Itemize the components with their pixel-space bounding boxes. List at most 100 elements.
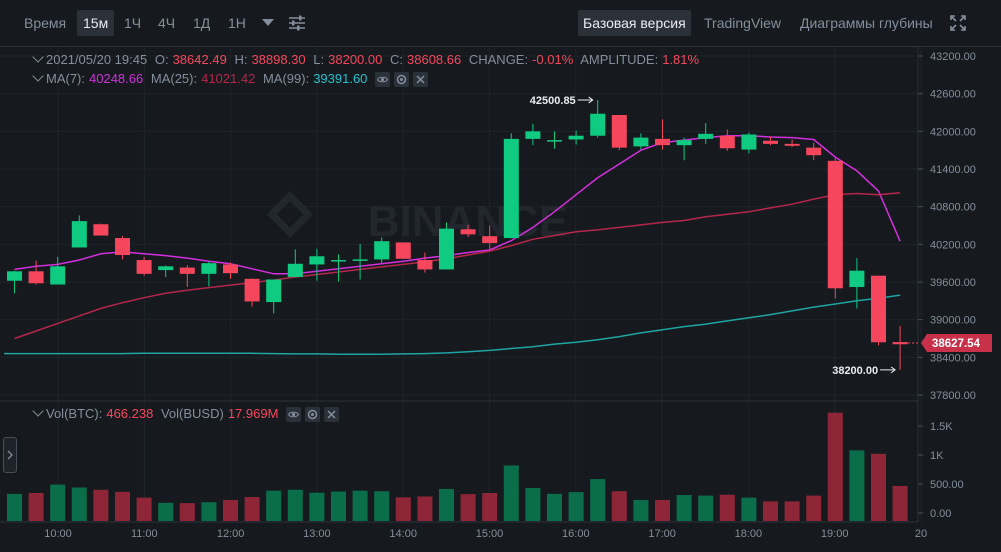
interval-15m[interactable]: 15м xyxy=(77,10,115,36)
candle-body xyxy=(287,263,303,277)
indicator-settings-icon[interactable] xyxy=(288,15,306,31)
ma-eye-icon[interactable] xyxy=(375,72,391,88)
volume-bar xyxy=(417,496,433,521)
ma99-label: MA(99): xyxy=(262,71,310,86)
change-value: -0.01% xyxy=(532,52,574,67)
collapse-vol-chevron-icon[interactable] xyxy=(32,405,44,417)
collapse-ma-chevron-icon[interactable] xyxy=(32,70,44,82)
volume-bar xyxy=(352,490,368,521)
volume-bar xyxy=(698,495,714,521)
expand-panel-button[interactable] xyxy=(3,437,17,473)
time-tick-label: 13:00 xyxy=(303,528,331,540)
volume-bar xyxy=(871,453,886,521)
price-tick-label: 42000.00 xyxy=(930,126,976,138)
high-price-marker: 42500.85 xyxy=(530,95,576,107)
volume-bar xyxy=(179,503,195,521)
candle-body xyxy=(676,140,692,146)
view-basic[interactable]: Базовая версия xyxy=(578,10,691,36)
time-tick-label: 18:00 xyxy=(735,528,763,540)
volume-bar xyxy=(590,479,606,521)
ma-settings-gear-icon[interactable] xyxy=(394,72,410,88)
vol-settings-gear-icon[interactable] xyxy=(305,407,321,423)
high-label: H: xyxy=(234,52,248,67)
candle-body xyxy=(136,260,152,274)
low-value: 38200.00 xyxy=(328,52,383,67)
volume-bar xyxy=(741,497,757,521)
volume-bar xyxy=(547,493,562,521)
candle-body xyxy=(115,238,130,256)
candle-body xyxy=(7,271,22,281)
candle-body xyxy=(460,229,476,235)
candle-body xyxy=(201,263,217,274)
price-tick-label: 40200.00 xyxy=(930,239,976,251)
view-depth-chart[interactable]: Диаграммы глубины xyxy=(800,15,933,31)
interval-1h[interactable]: 1Ч xyxy=(124,15,142,31)
price-tick-label: 37800.00 xyxy=(930,390,976,402)
candles xyxy=(7,99,908,370)
view-tradingview[interactable]: TradingView xyxy=(704,15,782,31)
candle-body xyxy=(871,275,886,343)
volume-bar xyxy=(806,495,822,521)
ohlc-legend: 2021/05/20 19:45 O: 38642.49 H: 38898.30 L… xyxy=(30,51,703,67)
ma7-label: MA(7): xyxy=(46,71,85,86)
close-value: 38608.66 xyxy=(407,52,462,67)
candlestick-chart[interactable]: BINANCE 43200.00 42600.00 42000.00 41400.00… xyxy=(0,47,1001,552)
ma99-value: 39391.60 xyxy=(313,71,368,86)
vol-eye-icon[interactable] xyxy=(286,407,302,423)
interval-1d[interactable]: 1Д xyxy=(193,15,211,31)
price-axis: 43200.00 42600.00 42000.00 41400.00 40800.00… xyxy=(918,51,976,402)
low-price-marker: 38200.00 xyxy=(832,365,878,377)
volume-tick-label: 1K xyxy=(930,450,944,462)
binance-watermark: BINANCE xyxy=(368,197,568,246)
interval-1w[interactable]: 1Н xyxy=(228,15,246,31)
candle-body xyxy=(806,147,822,156)
vol-btc-value: 466.238 xyxy=(106,406,154,421)
volume-bar xyxy=(525,488,541,521)
current-price-label: 38627.54 xyxy=(932,338,981,350)
time-tick-label: 16:00 xyxy=(562,528,590,540)
more-intervals-chevron-down-icon[interactable] xyxy=(262,19,274,26)
candle-body xyxy=(28,271,44,284)
volume-bar xyxy=(28,492,44,521)
volume-bar xyxy=(223,499,238,521)
time-axis: 10:00 11:00 12:00 13:00 14:00 15:00 16:00 17:00… xyxy=(44,528,927,540)
volume-bar xyxy=(201,502,217,521)
volume-bar xyxy=(568,492,584,521)
interval-4h[interactable]: 4Ч xyxy=(158,15,176,31)
time-tick-label: 20 xyxy=(915,528,927,540)
candle-body xyxy=(525,131,541,139)
volume-bar xyxy=(244,497,260,521)
volume-bar xyxy=(50,484,66,521)
open-label: O: xyxy=(154,52,169,67)
time-label[interactable]: Время xyxy=(24,15,67,31)
chart-toolbar: Время 15м 1Ч 4Ч 1Д 1Н Базовая версия Tra… xyxy=(0,0,1001,47)
time-tick-label: 11:00 xyxy=(131,528,158,540)
volume-bar xyxy=(93,489,109,521)
candle-body xyxy=(503,138,519,239)
ma-close-icon[interactable] xyxy=(413,72,429,88)
high-value: 38898.30 xyxy=(251,52,306,67)
vol-close-icon[interactable] xyxy=(324,407,340,423)
ma25-label: MA(25): xyxy=(150,71,198,86)
volume-bar xyxy=(460,494,476,521)
change-label: CHANGE: xyxy=(468,52,529,67)
price-tick-label: 43200.00 xyxy=(930,51,976,63)
volume-tick-label: 500.00 xyxy=(930,479,964,491)
volume-bar xyxy=(374,491,390,521)
time-tick-label: 10:00 xyxy=(44,528,72,540)
candle-body xyxy=(655,138,670,146)
volume-tick-label: 0.00 xyxy=(930,508,951,520)
time-tick-label: 19:00 xyxy=(821,528,849,540)
volume-bar xyxy=(611,491,627,521)
high-arrow-icon xyxy=(577,96,594,104)
fullscreen-icon[interactable] xyxy=(950,15,966,31)
collapse-chevron-icon[interactable] xyxy=(32,51,44,63)
candle-body xyxy=(50,266,66,285)
volume-bar xyxy=(763,501,778,521)
candle-body xyxy=(223,264,238,274)
ma-line-ma25 xyxy=(14,192,901,340)
price-tick-label: 39000.00 xyxy=(930,315,976,327)
candle-body xyxy=(719,135,735,149)
candle-body xyxy=(547,140,562,142)
volume-bar xyxy=(849,450,865,521)
